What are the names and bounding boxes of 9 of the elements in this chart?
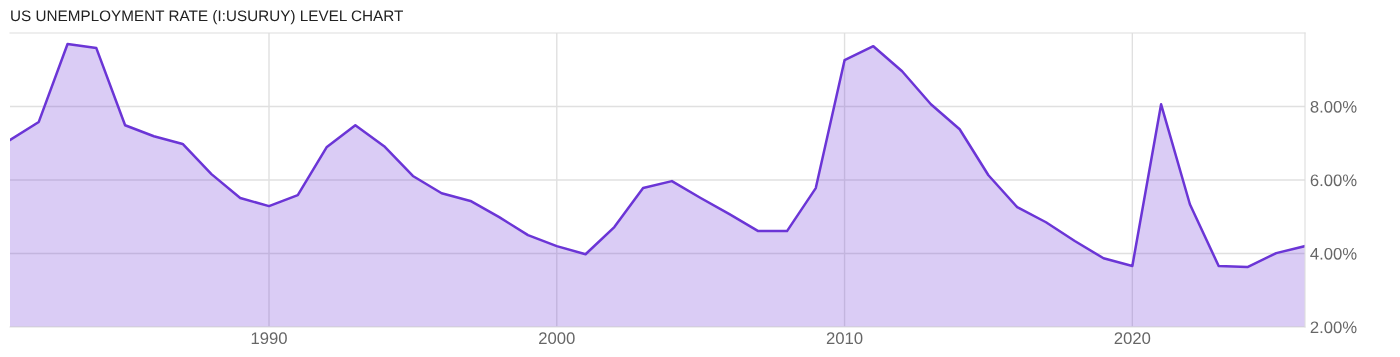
y-tick-label: 2.00% bbox=[1310, 321, 1357, 334]
x-tick-label: 2000 bbox=[539, 332, 575, 345]
chart-title: US UNEMPLOYMENT RATE (I:USURUY) LEVEL CHART bbox=[11, 10, 403, 25]
y-tick-label: 8.00% bbox=[1310, 100, 1357, 113]
x-tick-label: 2010 bbox=[826, 332, 863, 345]
x-tick-label: 2020 bbox=[1114, 332, 1151, 345]
y-tick-label: 6.00% bbox=[1310, 174, 1357, 187]
x-tick-label: 1990 bbox=[251, 332, 287, 345]
y-tick-label: 4.00% bbox=[1310, 247, 1357, 260]
